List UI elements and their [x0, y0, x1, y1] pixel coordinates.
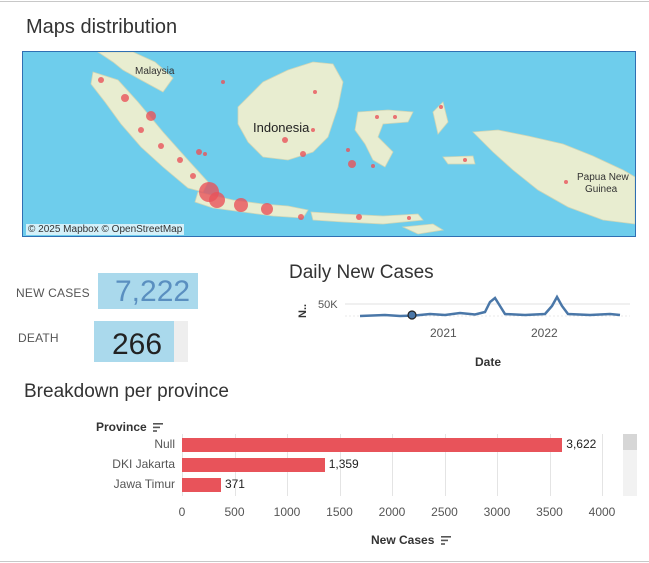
map-marker: [282, 137, 288, 143]
province-label[interactable]: DKI Jakarta: [112, 457, 175, 471]
bar-value-label: 371: [224, 477, 245, 491]
x-tick-label: 1000: [273, 505, 301, 519]
x-tick-label: 3000: [483, 505, 511, 519]
sort-icon[interactable]: [440, 536, 451, 546]
x-gridline: [549, 434, 551, 496]
map-marker: [356, 214, 362, 220]
new-cases-label: NEW CASES: [16, 286, 90, 300]
province-bar[interactable]: [182, 438, 563, 452]
case-markers: [98, 77, 568, 220]
map-land-maluku: [432, 101, 476, 165]
map-marker: [196, 149, 202, 155]
sort-icon[interactable]: [153, 423, 164, 433]
map-marker: [98, 77, 104, 83]
trend-x-tick-2022: 2022: [531, 326, 558, 340]
map-marker: [407, 216, 411, 220]
x-gridline: [339, 434, 341, 496]
x-tick-label: 4000: [588, 505, 616, 519]
map-attribution[interactable]: © 2025 Mapbox © OpenStreetMap: [26, 224, 185, 235]
trend-x-tick-2021: 2021: [430, 326, 457, 340]
map-marker: [298, 214, 304, 220]
x-tick-label: 3500: [536, 505, 563, 519]
map-label-papua-line1: Papua New: [577, 172, 629, 183]
x-gridline: [444, 434, 446, 496]
trend-y-axis-label: N..: [297, 304, 309, 318]
map-land-bali-nusa: [310, 211, 424, 225]
province-header[interactable]: Province: [96, 420, 164, 434]
x-tick-label: 2500: [431, 505, 458, 519]
bar-value-label: 3,622: [566, 437, 597, 451]
map-land-timor: [401, 223, 445, 235]
province-bar[interactable]: [182, 458, 325, 472]
new-cases-axis-header[interactable]: New Cases: [371, 533, 451, 547]
new-cases-box[interactable]: [98, 273, 198, 309]
map-marker: [371, 164, 375, 168]
death-value: 266: [112, 328, 163, 361]
distribution-map[interactable]: Malaysia Indonesia Papua New Guinea © 20…: [22, 51, 636, 237]
new-cases-axis-title: New Cases: [371, 533, 435, 547]
map-marker: [393, 115, 397, 119]
map-title: Maps distribution: [26, 16, 178, 38]
province-header-label: Province: [96, 420, 147, 434]
map-marker: [311, 128, 315, 132]
breakdown-title: Breakdown per province: [24, 381, 229, 402]
map-marker: [203, 152, 207, 156]
map-label-indonesia: Indonesia: [253, 120, 310, 135]
trend-highlight-point: [407, 310, 417, 320]
x-gridline: [497, 434, 498, 496]
map-marker: [463, 158, 467, 162]
map-marker: [261, 203, 273, 215]
bar-value-label: 1,359: [328, 457, 359, 471]
map-marker: [346, 148, 350, 152]
frame-top-border: [0, 1, 649, 2]
map-marker: [348, 160, 356, 168]
map-marker: [300, 151, 306, 157]
map-marker: [158, 143, 164, 149]
map-marker: [209, 192, 225, 208]
map-marker: [146, 111, 156, 121]
map-label-malaysia: Malaysia: [135, 66, 175, 77]
death-label: DEATH: [18, 331, 59, 345]
death-box[interactable]: [94, 321, 174, 362]
map-land-malaysia: [97, 52, 174, 93]
trend-line: [359, 294, 621, 318]
map-land-sulawesi: [354, 109, 414, 168]
new-cases-value: 7,222: [115, 275, 191, 308]
province-bar[interactable]: [182, 478, 221, 492]
breakdown-scrollbar-thumb[interactable]: [623, 434, 637, 450]
map-marker: [177, 157, 183, 163]
map-land-borneo: [237, 61, 344, 161]
map-marker: [190, 173, 196, 179]
trend-title: Daily New Cases: [289, 262, 434, 283]
map-label-papua-line2: Guinea: [585, 184, 618, 195]
x-tick-label: 0: [178, 505, 186, 519]
map-marker: [138, 127, 144, 133]
map-marker: [121, 94, 129, 102]
map-land-papua: [472, 129, 635, 225]
map-canvas: [90, 52, 635, 235]
map-land-sumatra: [90, 71, 209, 193]
x-tick-label: 1500: [326, 505, 353, 519]
daily-cases-sparkline[interactable]: N.. 50K 2021 2022: [290, 290, 635, 350]
trend-x-axis-title: Date: [475, 355, 502, 369]
map-marker: [375, 115, 379, 119]
province-label[interactable]: Null: [154, 437, 175, 451]
map-marker: [234, 198, 248, 212]
x-gridline: [602, 434, 603, 496]
x-gridline: [392, 434, 393, 496]
map-marker: [221, 80, 225, 84]
x-tick-label: 500: [224, 505, 245, 519]
x-tick-label: 2000: [378, 505, 406, 519]
province-label[interactable]: Jawa Timur: [113, 477, 175, 491]
map-marker: [313, 90, 317, 94]
frame-bottom-border: [0, 561, 649, 562]
trend-y-tick: 50K: [318, 299, 338, 311]
map-marker: [564, 180, 568, 184]
map-marker: [439, 105, 443, 109]
